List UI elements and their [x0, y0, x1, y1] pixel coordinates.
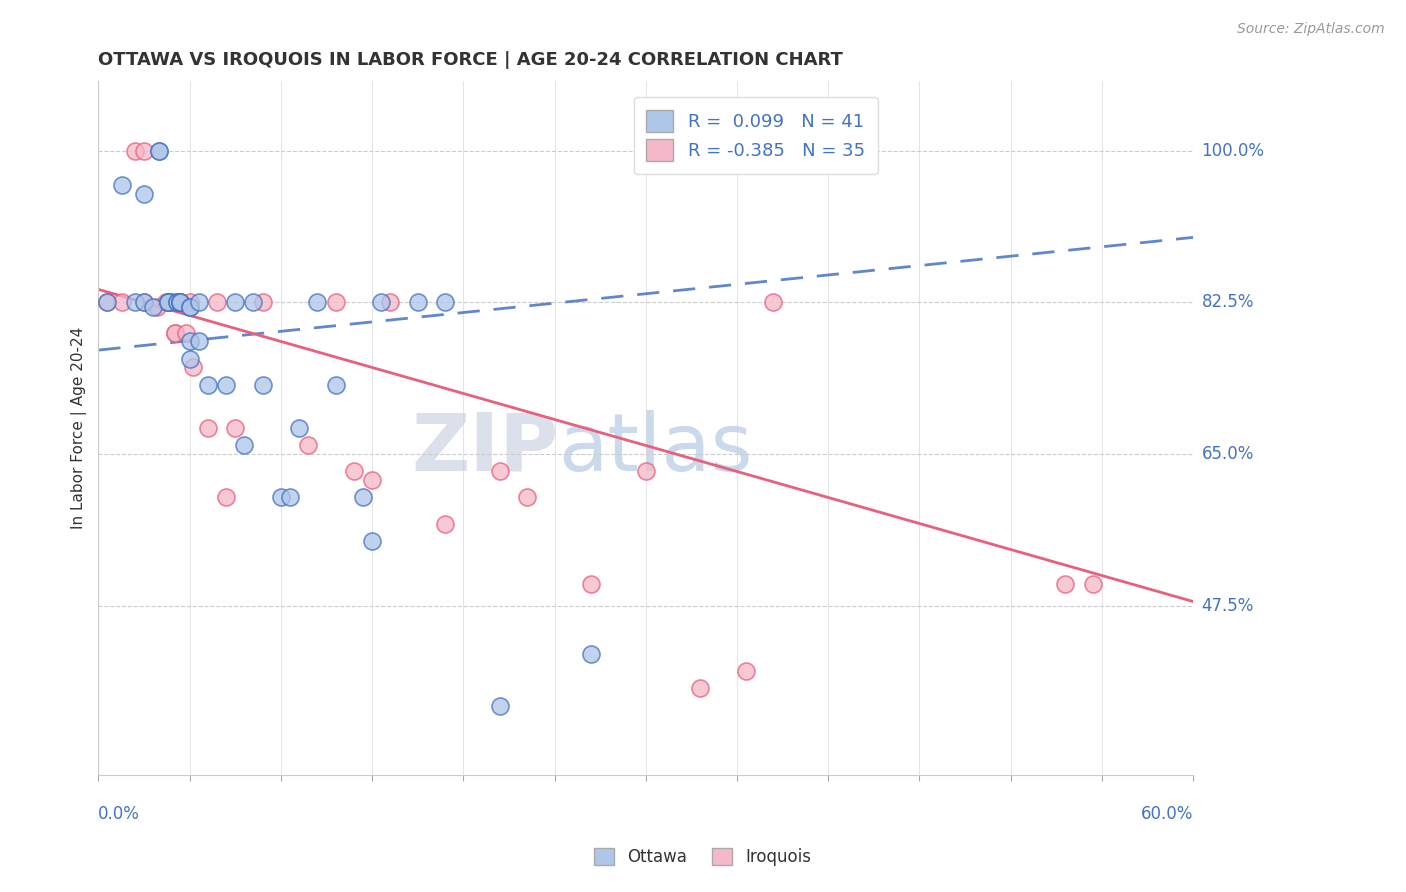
Point: [325, 377, 347, 392]
Point: [233, 438, 256, 452]
Point: [156, 295, 179, 310]
Legend: Ottawa, Iroquois: Ottawa, Iroquois: [586, 840, 820, 875]
Point: [145, 300, 167, 314]
Text: 47.5%: 47.5%: [1202, 597, 1254, 615]
Point: [166, 295, 188, 310]
Point: [96, 295, 118, 310]
Point: [197, 421, 219, 435]
Point: [434, 295, 457, 310]
Point: [205, 295, 228, 310]
Point: [187, 295, 209, 310]
Point: [169, 295, 191, 310]
Point: [1081, 577, 1104, 591]
Point: [352, 491, 374, 505]
Point: [297, 438, 319, 452]
Point: [160, 295, 183, 310]
Point: [242, 295, 264, 310]
Point: [343, 465, 366, 479]
Point: [160, 295, 183, 310]
Point: [361, 533, 384, 548]
Point: [488, 698, 510, 713]
Point: [132, 295, 155, 310]
Point: [434, 516, 457, 531]
Point: [325, 295, 347, 310]
Point: [307, 295, 329, 310]
Point: [579, 647, 602, 661]
Point: [215, 491, 238, 505]
Point: [179, 300, 201, 314]
Point: [179, 351, 201, 366]
Text: 65.0%: 65.0%: [1202, 445, 1254, 463]
Point: [361, 473, 384, 487]
Point: [124, 144, 146, 158]
Point: [169, 295, 191, 310]
Point: [132, 295, 155, 310]
Point: [179, 334, 201, 349]
Point: [148, 144, 170, 158]
Point: [169, 295, 191, 310]
Y-axis label: In Labor Force | Age 20-24: In Labor Force | Age 20-24: [72, 327, 87, 529]
Point: [689, 681, 711, 696]
Point: [169, 295, 191, 310]
Point: [132, 187, 155, 202]
Point: [516, 491, 538, 505]
Text: OTTAWA VS IROQUOIS IN LABOR FORCE | AGE 20-24 CORRELATION CHART: OTTAWA VS IROQUOIS IN LABOR FORCE | AGE …: [98, 51, 844, 69]
Point: [166, 295, 188, 310]
Point: [96, 295, 118, 310]
Point: [169, 295, 191, 310]
Point: [111, 178, 134, 193]
Point: [142, 300, 165, 314]
Text: 82.5%: 82.5%: [1202, 293, 1254, 311]
Point: [735, 664, 758, 678]
Point: [370, 295, 392, 310]
Point: [224, 295, 246, 310]
Point: [156, 295, 179, 310]
Point: [179, 295, 201, 310]
Point: [1054, 577, 1077, 591]
Point: [579, 577, 602, 591]
Point: [156, 295, 179, 310]
Text: 100.0%: 100.0%: [1202, 142, 1264, 160]
Point: [187, 334, 209, 349]
Point: [179, 300, 201, 314]
Point: [278, 491, 301, 505]
Point: [252, 295, 274, 310]
Point: [488, 465, 510, 479]
Point: [288, 421, 311, 435]
Point: [215, 377, 238, 392]
Point: [224, 421, 246, 435]
Point: [406, 295, 429, 310]
Point: [762, 295, 785, 310]
Point: [174, 326, 197, 340]
Point: [634, 465, 657, 479]
Point: [163, 326, 186, 340]
Point: [155, 295, 177, 310]
Point: [132, 144, 155, 158]
Point: [111, 295, 134, 310]
Point: [197, 377, 219, 392]
Text: atlas: atlas: [558, 410, 752, 488]
Point: [163, 326, 186, 340]
Point: [252, 377, 274, 392]
Text: 0.0%: 0.0%: [98, 805, 141, 823]
Point: [270, 491, 292, 505]
Point: [181, 360, 204, 375]
Point: [148, 144, 170, 158]
Text: ZIP: ZIP: [411, 410, 558, 488]
Text: 60.0%: 60.0%: [1140, 805, 1194, 823]
Point: [124, 295, 146, 310]
Point: [380, 295, 402, 310]
Legend: R =  0.099   N = 41, R = -0.385   N = 35: R = 0.099 N = 41, R = -0.385 N = 35: [634, 97, 877, 174]
Text: Source: ZipAtlas.com: Source: ZipAtlas.com: [1237, 22, 1385, 37]
